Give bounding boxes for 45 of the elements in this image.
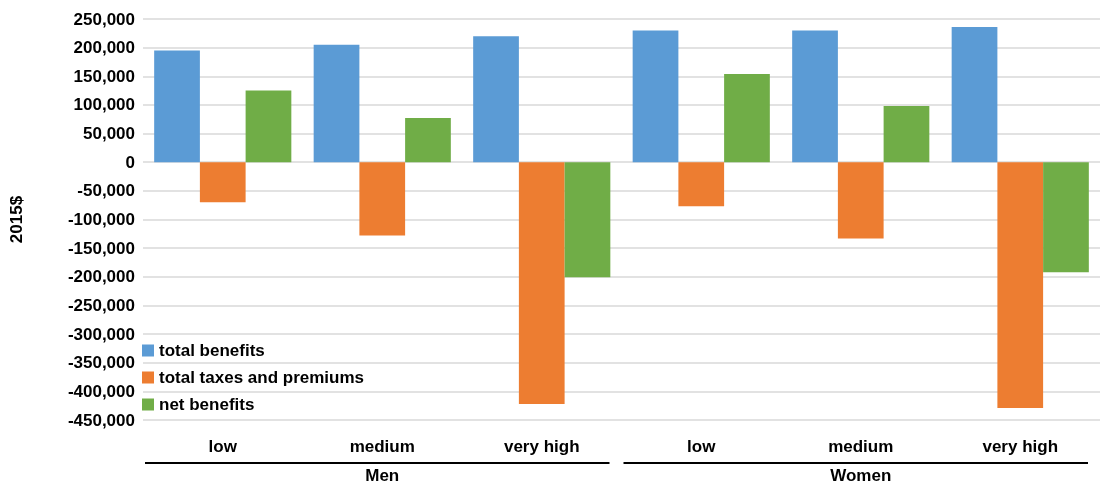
text: Men <box>365 466 400 485</box>
bar <box>245 90 292 163</box>
y-tick-label: -200,000 <box>67 267 135 287</box>
y-tick-label: -300,000 <box>67 324 135 344</box>
bar <box>951 27 998 163</box>
y-tick-label: 50,000 <box>83 124 135 144</box>
legend-label: total taxes and premiums <box>159 368 365 387</box>
x-tick-label: low <box>208 437 238 456</box>
y-axis-title: 2015$ <box>7 195 26 244</box>
x-tick-label: very high <box>982 437 1059 456</box>
bar <box>518 162 565 404</box>
x-tick-label: medium <box>349 437 415 456</box>
y-tick-label: -100,000 <box>67 210 135 229</box>
text: Women <box>830 466 892 485</box>
y-tick-label: -400,000 <box>67 381 135 401</box>
bar <box>154 50 200 163</box>
y-tick-label: 150,000 <box>73 66 135 86</box>
y-tick-label: -150,000 <box>67 238 135 258</box>
bar <box>564 162 611 278</box>
bar <box>405 118 451 163</box>
y-tick-label: 0 <box>125 152 135 172</box>
y-tick-label: -50,000 <box>77 181 135 201</box>
bar <box>997 162 1044 408</box>
y-tick-label: -350,000 <box>67 353 135 373</box>
bar <box>724 73 770 163</box>
y-tick-label: 200,000 <box>73 38 135 58</box>
bar <box>313 44 360 163</box>
y-tick-label: 250,000 <box>73 9 135 29</box>
bar <box>1043 162 1089 273</box>
legend-label: total benefits <box>159 341 265 360</box>
x-tick-label: very high <box>503 437 580 456</box>
bar <box>199 162 246 203</box>
x-tick-label: low <box>687 437 717 456</box>
bar <box>792 30 838 163</box>
bar <box>473 36 519 163</box>
bar <box>632 30 679 163</box>
bar <box>678 162 725 207</box>
y-tick-label: -450,000 <box>67 410 135 430</box>
bar <box>359 162 406 236</box>
y-tick-label: 100,000 <box>73 95 135 115</box>
x-tick-label: medium <box>828 437 894 456</box>
bar <box>883 106 930 163</box>
y-tick-label: -250,000 <box>67 295 135 315</box>
legend-label: net benefits <box>159 395 255 414</box>
bar <box>837 162 884 239</box>
